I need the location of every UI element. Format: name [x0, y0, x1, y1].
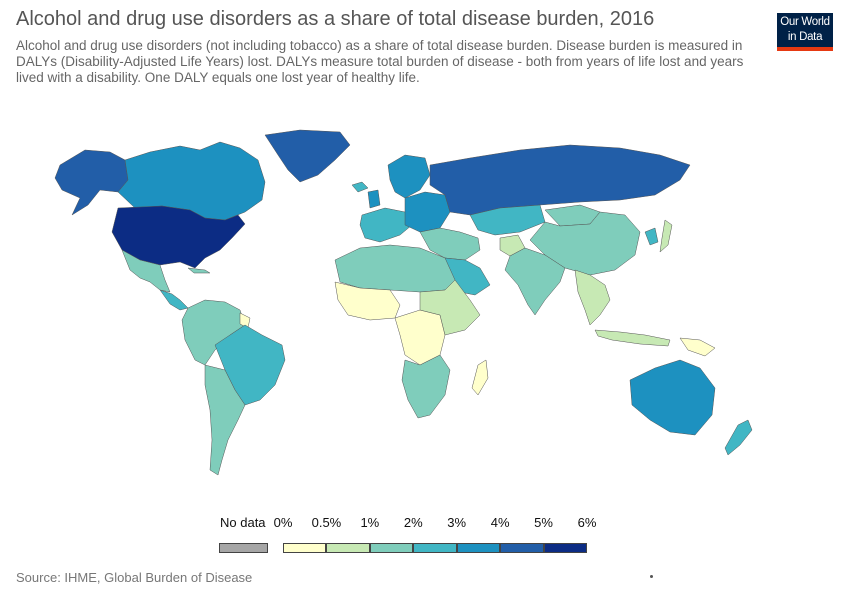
- legend-tick-label: 0%: [273, 515, 293, 530]
- logo-line-1: Our World: [780, 16, 830, 28]
- legend-bin-2[interactable]: [369, 543, 414, 553]
- region-russia[interactable]: [429, 144, 691, 216]
- world-map[interactable]: [0, 120, 850, 510]
- chart-title: Alcohol and drug use disorders as a shar…: [16, 8, 655, 30]
- legend-bin-0[interactable]: [283, 543, 327, 553]
- region-east-africa[interactable]: [419, 279, 481, 336]
- region-southern-africa[interactable]: [401, 354, 451, 419]
- legend-bin-5[interactable]: [500, 543, 544, 553]
- chart-subtitle: Alcohol and drug use disorders (not incl…: [16, 38, 744, 85]
- region-central-asia[interactable]: [469, 204, 546, 236]
- region-indonesia[interactable]: [594, 329, 671, 347]
- region-japan[interactable]: [659, 219, 673, 253]
- owid-logo[interactable]: Our World in Data: [777, 13, 833, 51]
- legend-tick-label: 4%: [490, 515, 510, 530]
- region-papua[interactable]: [679, 337, 716, 357]
- source-note: Source: IHME, Global Burden of Disease: [16, 570, 253, 585]
- region-new-zealand[interactable]: [724, 419, 753, 456]
- legend-tick-label: 3%: [447, 515, 467, 530]
- decorative-dot: [650, 575, 653, 578]
- logo-line-2: in Data: [787, 31, 823, 43]
- region-south-asia[interactable]: [504, 247, 566, 316]
- region-middle-east[interactable]: [419, 227, 481, 261]
- region-australia[interactable]: [629, 359, 716, 436]
- legend-no-data-label: No data: [220, 515, 266, 530]
- region-alaska[interactable]: [54, 149, 129, 216]
- region-madagascar[interactable]: [471, 359, 489, 396]
- region-korea[interactable]: [644, 227, 659, 246]
- region-scandinavia[interactable]: [387, 154, 431, 199]
- legend-bin-4[interactable]: [456, 543, 501, 553]
- legend-tick-label: 5%: [534, 515, 553, 530]
- region-eastern-europe[interactable]: [404, 191, 451, 233]
- legend-bin-1[interactable]: [326, 543, 370, 553]
- legend-tick-label: 6%: [577, 515, 597, 530]
- region-cuba[interactable]: [187, 267, 211, 274]
- legend-tick-label: 1%: [360, 515, 380, 530]
- region-canada[interactable]: [117, 141, 266, 221]
- region-southeast-asia[interactable]: [574, 269, 611, 326]
- region-uk[interactable]: [367, 189, 381, 209]
- region-western-europe[interactable]: [359, 207, 413, 243]
- legend-bin-6[interactable]: [543, 543, 587, 553]
- legend-tick-label: 2%: [403, 515, 423, 530]
- region-south-america-south[interactable]: [204, 364, 246, 476]
- region-greenland[interactable]: [264, 129, 351, 183]
- region-mexico[interactable]: [121, 249, 171, 293]
- legend-no-data-swatch[interactable]: [219, 543, 268, 553]
- region-central-america[interactable]: [159, 289, 189, 311]
- region-iceland[interactable]: [351, 181, 369, 193]
- legend-tick-label: 0.5%: [311, 515, 342, 530]
- legend-bin-3[interactable]: [413, 543, 457, 553]
